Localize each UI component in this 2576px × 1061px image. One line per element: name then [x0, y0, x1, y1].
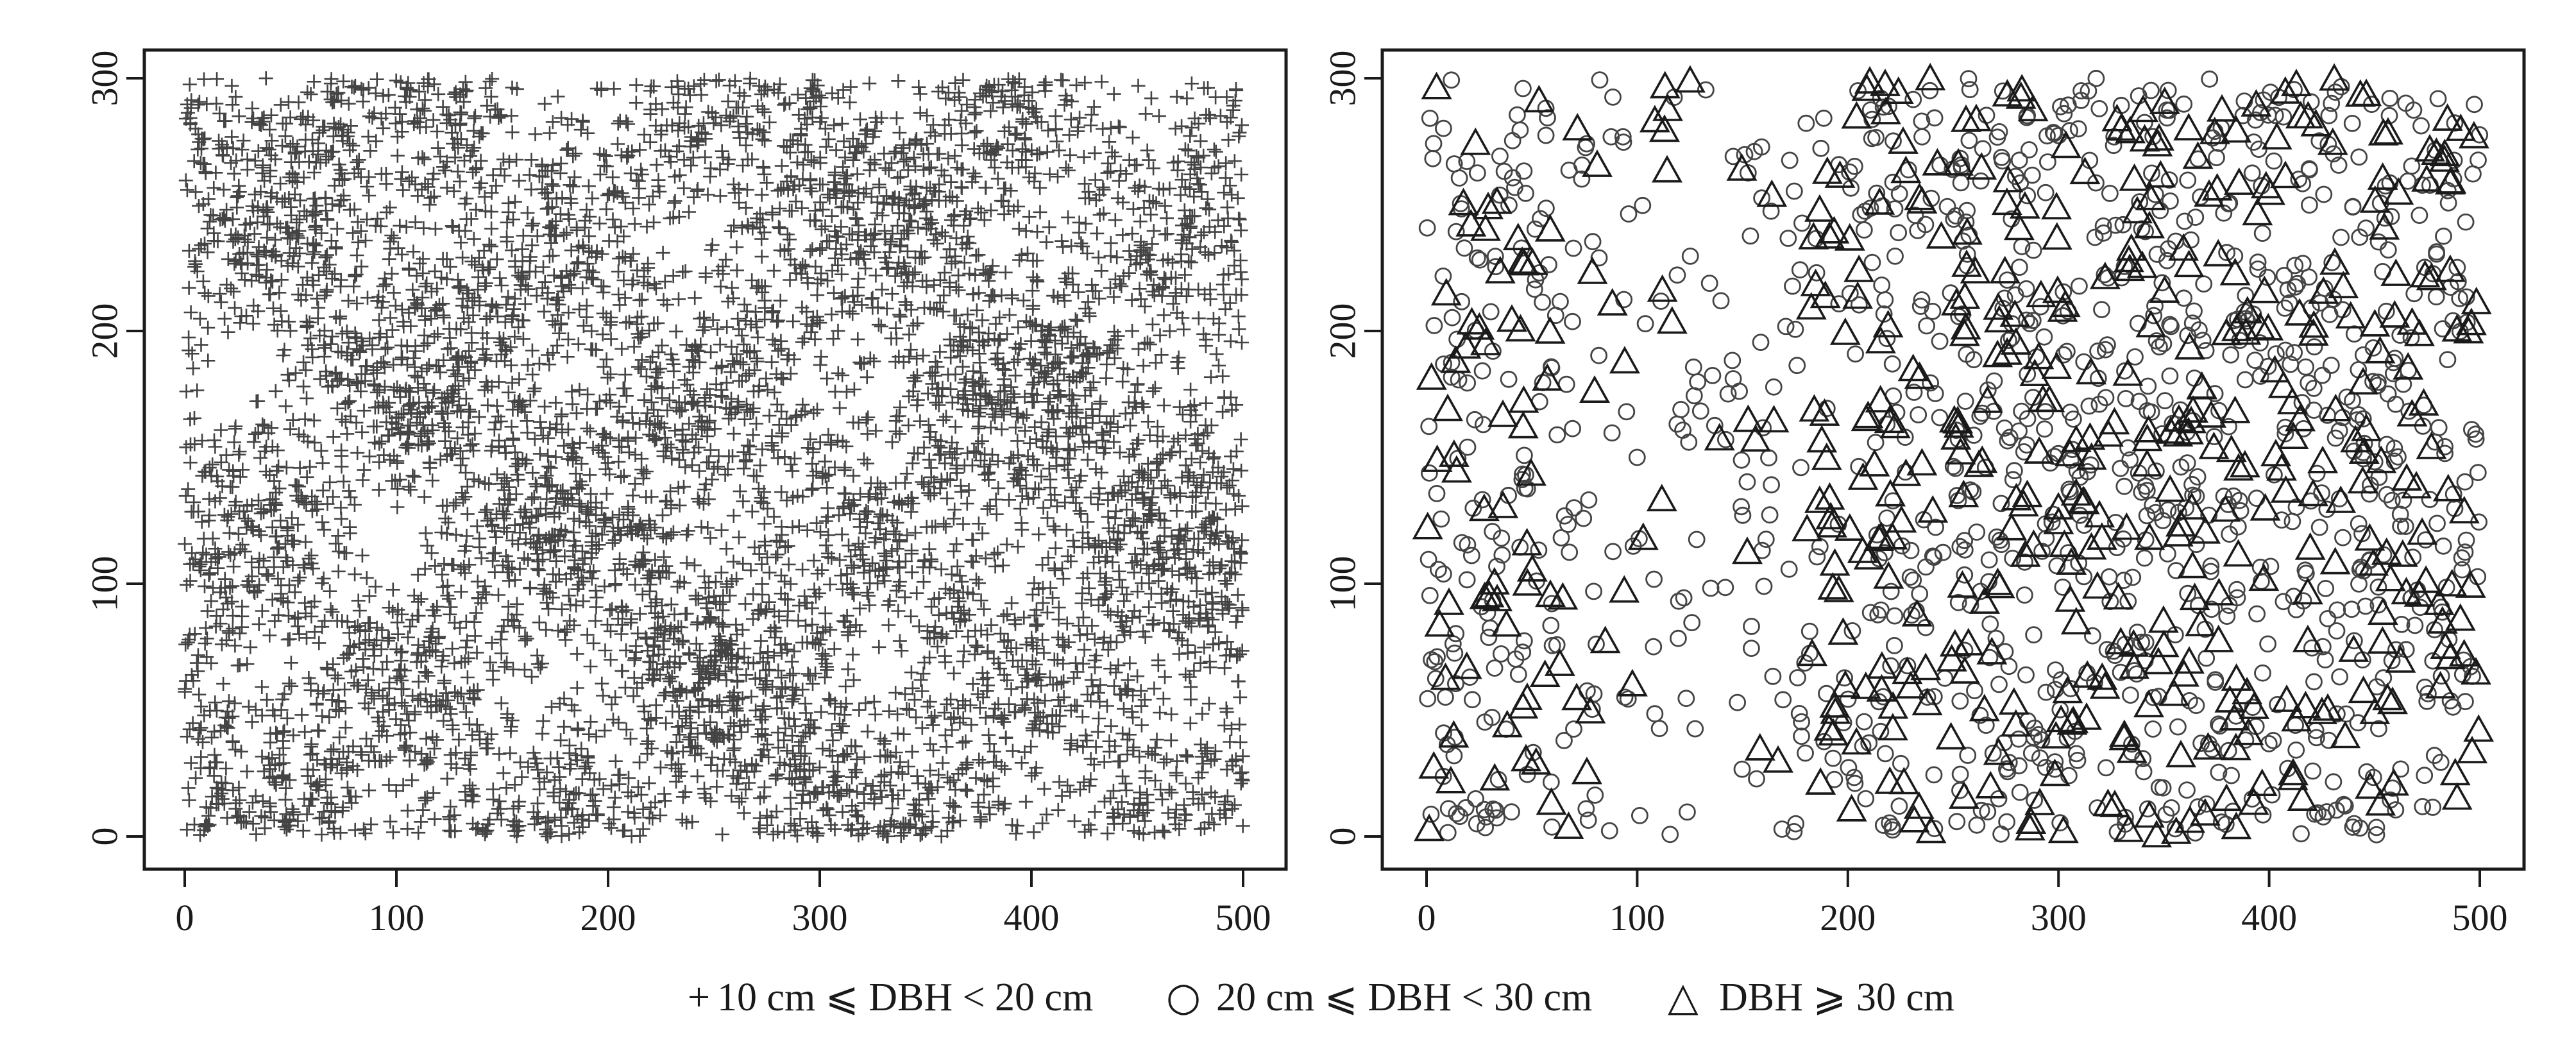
- right-plot-points: [1412, 62, 2495, 847]
- left-x-tick-label: 400: [1004, 897, 1060, 938]
- left-x-axis: 0 100 200 300 400 500: [176, 868, 1271, 938]
- left-scatter-panel: 0 100 200 300 400 500 0 100 200 300: [84, 48, 1288, 938]
- left-y-tick-label: 100: [84, 556, 126, 612]
- left-y-tick-label: 300: [84, 51, 126, 106]
- left-x-tick-label: 300: [792, 897, 848, 938]
- left-y-tick-label: 200: [84, 303, 126, 359]
- right-x-axis: 0 100 200 300 400 500: [1418, 868, 2508, 938]
- left-y-axis: 0 100 200 300: [84, 51, 146, 846]
- right-x-tick-label: 400: [2241, 897, 2297, 938]
- legend-triangle-symbol: △: [1668, 973, 1699, 1020]
- left-x-tick-label: 100: [369, 897, 425, 938]
- legend-label-small: 10 cm ⩽ DBH < 20 cm: [717, 976, 1093, 1019]
- right-y-tick-label: 300: [1322, 51, 1364, 106]
- left-x-tick-label: 200: [580, 897, 636, 938]
- right-x-tick-label: 100: [1609, 897, 1665, 938]
- legend-label-medium: 20 cm ⩽ DBH < 30 cm: [1216, 976, 1592, 1019]
- legend-label-large: DBH ⩾ 30 cm: [1719, 976, 1954, 1019]
- right-scatter-panel: 0 100 200 300 400 500 0 100 200 300: [1322, 48, 2526, 938]
- right-y-tick-label: 100: [1322, 556, 1364, 612]
- legend-circle-symbol: ○: [1166, 973, 1201, 1020]
- right-x-tick-label: 300: [2031, 897, 2087, 938]
- right-y-tick-label: 0: [1322, 828, 1364, 846]
- left-x-tick-label: 0: [176, 897, 194, 938]
- triangle-markers: [1412, 62, 2495, 847]
- right-x-tick-label: 0: [1418, 897, 1436, 938]
- legend-plus-symbol: +: [688, 976, 710, 1019]
- legend: + 10 cm ⩽ DBH < 20 cm ○ 20 cm ⩽ DBH < 30…: [688, 973, 1954, 1020]
- right-y-tick-label: 200: [1322, 303, 1364, 359]
- plus-markers: [178, 71, 1250, 844]
- left-plot-points: [178, 71, 1250, 844]
- left-x-tick-label: 500: [1216, 897, 1271, 938]
- right-x-tick-label: 500: [2452, 897, 2508, 938]
- left-y-tick-label: 0: [84, 828, 126, 846]
- right-y-axis: 0 100 200 300: [1322, 51, 1384, 846]
- right-x-tick-label: 200: [1820, 897, 1876, 938]
